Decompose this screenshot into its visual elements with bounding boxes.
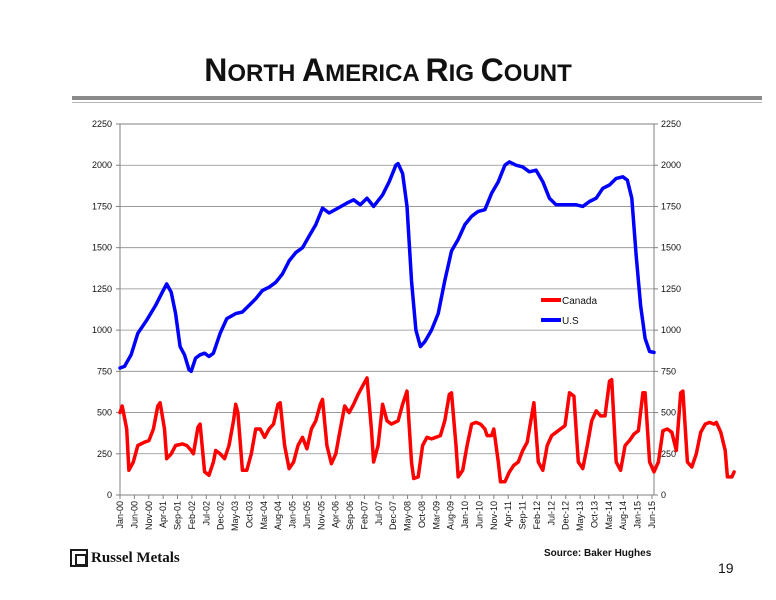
title-part-2: MERICA [325, 60, 426, 87]
title-rule-thick [72, 96, 762, 100]
x-tick-label: May-13 [575, 501, 585, 531]
y-tick-label-left: 250 [97, 449, 112, 459]
y-tick-label-right: 1250 [661, 284, 681, 294]
y-tick-label-left: 750 [97, 366, 112, 376]
y-tick-label-right: 1750 [661, 201, 681, 211]
x-tick-label: May-08 [403, 501, 413, 531]
x-tick-label: Nov-00 [144, 501, 154, 530]
x-tick-label: Aug-09 [446, 501, 456, 530]
x-tick-label: Feb-02 [187, 501, 197, 530]
y-tick-label-left: 500 [97, 408, 112, 418]
y-tick-label-left: 1500 [92, 243, 112, 253]
series-line-canada [118, 376, 736, 484]
y-tick-label-left: 0 [107, 490, 112, 500]
title-part-1: ORTH [227, 60, 302, 87]
x-tick-label: Feb-07 [359, 501, 369, 530]
x-tick-label: Jul-12 [546, 501, 556, 526]
plot-border [119, 123, 655, 496]
x-tick-label: Jul-02 [201, 501, 211, 526]
title-letter-4: C [480, 52, 504, 88]
legend: Canada U.S [541, 296, 597, 327]
y-tick-label-left: 1750 [92, 201, 112, 211]
logo-mark-icon [70, 549, 88, 567]
y-tick-label-right: 2000 [661, 160, 681, 170]
x-tick-label: Jun-00 [129, 501, 139, 529]
x-tick-label: Mar-14 [604, 501, 614, 530]
y-axis-right: 0 250 500 750 1000 1250 1500 1750 2000 2250 [654, 119, 681, 500]
y-tick-label-right: 750 [661, 366, 676, 376]
x-tick-label: Apr-11 [503, 501, 513, 527]
x-tick-label: Apr-06 [331, 501, 341, 528]
y-tick-label-right: 2250 [661, 119, 681, 129]
x-tick-label: Mar-09 [431, 501, 441, 530]
x-tick-label: Jul-07 [374, 501, 384, 526]
title-part-4: OUNT [503, 60, 572, 87]
title-rule-thin [72, 102, 762, 103]
title-letter-1: N [204, 52, 228, 88]
company-logo: Russel Metals [70, 549, 180, 567]
x-tick-label: Jun-15 [647, 501, 657, 529]
x-tick-label: Oct-13 [589, 501, 599, 528]
x-tick-label: Aug-04 [273, 501, 283, 530]
y-tick-label-right: 500 [661, 408, 676, 418]
title-letter-2: A [301, 52, 326, 88]
x-tick-label: Dec-02 [216, 501, 226, 530]
y-axis-left: 0 250 500 750 1000 1250 1500 1750 2000 2250 [92, 119, 120, 500]
x-tick-label: Sep-11 [518, 501, 528, 529]
x-tick-label: Nov-10 [489, 501, 499, 530]
y-tick-label-left: 1250 [92, 284, 112, 294]
x-tick-label: Dec-12 [561, 501, 571, 530]
y-tick-label-right: 0 [661, 490, 666, 500]
x-tick-label: Jun-10 [474, 501, 484, 529]
x-tick-label: Jan-15 [633, 501, 643, 529]
legend-label: U.S [562, 316, 579, 327]
x-tick-label: Jan-05 [288, 501, 298, 529]
x-tick-label: Oct-08 [417, 501, 427, 528]
y-tick-label-right: 1000 [661, 325, 681, 335]
series-line-us [118, 160, 656, 374]
y-tick-label-left: 2250 [92, 119, 112, 129]
x-tick-label: Sep-06 [345, 501, 355, 530]
y-tick-label-left: 1000 [92, 325, 112, 335]
logo-text: Russel Metals [91, 549, 180, 566]
title-letter-3: R [425, 52, 449, 88]
x-tick-label: Apr-01 [158, 501, 168, 528]
x-tick-label: Jan-10 [460, 501, 470, 529]
legend-label: Canada [562, 296, 597, 307]
page-title: NORTH AMERICA RIG COUNT [0, 52, 776, 89]
x-tick-label: Sep-01 [173, 501, 183, 530]
y-tick-label-right: 250 [661, 449, 676, 459]
source-note: Source: Baker Hughes [544, 548, 652, 559]
x-tick-label: Feb-12 [532, 501, 542, 530]
x-tick-label: May-03 [230, 501, 240, 531]
y-tick-label-right: 1500 [661, 243, 681, 253]
x-tick-label: Aug-14 [618, 501, 628, 530]
x-axis: Jan-00 Jun-00 Nov-00 Apr-01 Sep-01 Feb-02 Jul-… [115, 495, 657, 531]
x-tick-label: Nov-05 [316, 501, 326, 530]
x-tick-label: Mar-04 [259, 501, 269, 530]
page-number: 19 [718, 560, 734, 576]
title-part-3: IG [448, 60, 481, 87]
x-tick-label: Jan-00 [115, 501, 125, 529]
series-group [118, 160, 736, 484]
y-tick-label-left: 2000 [92, 160, 112, 170]
x-tick-label: Oct-03 [244, 501, 254, 528]
x-tick-label: Jun-05 [302, 501, 312, 529]
x-tick-label: Dec-07 [388, 501, 398, 530]
